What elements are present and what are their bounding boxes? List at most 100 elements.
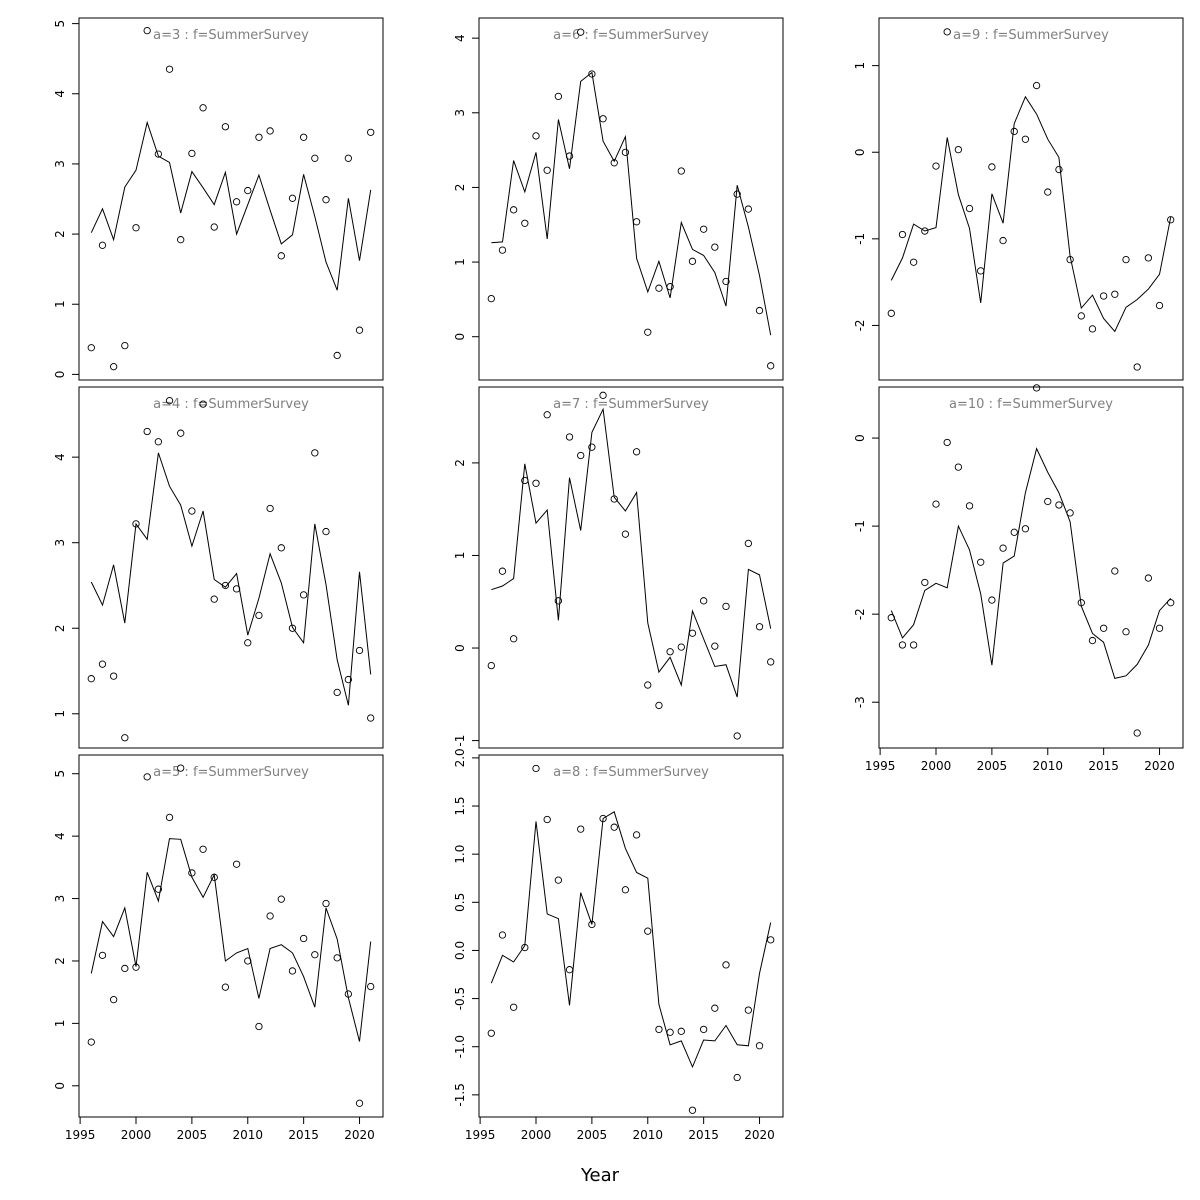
observation-point [1111,567,1119,575]
observation-point [188,149,196,158]
observation-point [177,429,185,437]
observation-point [688,1106,697,1114]
observation-point [1122,255,1130,264]
observation-point [109,672,118,680]
observation-point [543,166,551,174]
panel-2: a=4 : f=SummerSurvey 1 2 3 4 [53,386,384,749]
observation-point [532,479,540,487]
y-tick-label: 2 [53,624,67,632]
observation-point [733,190,741,198]
observation-point [109,363,118,371]
observation-point [632,218,641,226]
observation-point [333,954,341,962]
y-tick-label: 5 [53,770,67,778]
fit-line [890,447,1172,679]
y-tick-label: 4 [53,453,67,461]
y-tick-label: 2 [453,184,467,192]
observation-point [1010,528,1018,536]
observation-point [509,635,518,643]
observation-point [755,623,764,631]
observation-point [232,585,241,593]
observation-point [577,451,585,460]
observation-point [367,128,375,137]
observation-point [932,500,940,508]
observation-point [1021,135,1030,143]
y-tick-label: -1 [853,520,867,532]
observation-point [999,544,1007,552]
observation-point [1032,81,1041,90]
panel-title: a=9 : f=SummerSurvey [953,28,1109,43]
y-tick-label: 1 [53,710,67,718]
x-tick-label: 2015 [1088,759,1119,773]
observation-point [87,675,95,683]
panel-frame [78,386,384,749]
observation-point [266,127,274,135]
observation-point [210,873,218,881]
panel-5: a=7 : f=SummerSurvey -1 0 1 2 [453,386,784,749]
observation-point [232,860,241,868]
observation-point [655,1025,663,1034]
y-tick-label: 3 [53,539,67,547]
panel-title: a=7 : f=SummerSurvey [553,397,709,412]
y-tick-label: 1.0 [453,845,467,864]
observation-point [909,258,918,266]
observation-point [299,133,308,141]
observation-point [699,225,708,233]
observation-point [588,920,596,929]
observation-point [165,65,174,73]
panel-frame [478,754,784,1118]
observation-point [299,591,308,599]
observation-point [644,328,652,336]
observation-point [355,326,364,334]
y-tick-label: 1 [53,300,67,308]
observation-point [755,1042,764,1050]
observation-point [588,70,596,78]
y-tick-label: 0.5 [453,893,467,912]
y-tick-label: -1 [453,735,467,747]
observation-point [666,648,674,656]
observation-point [244,639,252,647]
observation-point [711,642,719,650]
observation-point [487,294,495,303]
observation-point [1055,501,1063,509]
observation-point [498,931,507,939]
observation-point [188,869,196,877]
observation-point [344,675,353,684]
observation-point [132,963,140,971]
observation-point [722,961,730,969]
observation-point [1088,325,1097,333]
observation-point [909,641,918,649]
observation-point [344,154,353,162]
x-tick-label: 2005 [177,1128,208,1142]
observation-point [199,400,207,408]
observation-point [288,194,297,202]
y-tick-label: 1 [53,1020,67,1028]
observation-point [1077,599,1085,607]
observation-point [577,825,585,833]
observation-point [744,1006,753,1014]
y-tick-label: -1.0 [453,1035,467,1058]
x-axis-label: Year [580,1165,620,1186]
x-tick-label: 2005 [977,759,1008,773]
panel-title: a=3 : f=SummerSurvey [153,28,309,43]
observation-point [322,527,330,536]
observation-point [487,661,495,670]
observation-point [532,132,540,140]
observation-point [299,934,308,943]
observation-point [554,597,563,605]
panel-frame [78,17,384,381]
observation-point [688,257,697,265]
observation-point [121,734,129,742]
observation-point [255,133,263,141]
observation-point [277,895,285,903]
observation-point [121,964,129,973]
panel-frame [478,386,784,749]
observation-point [322,196,330,204]
y-tick-label: 4 [53,832,67,840]
observation-point [1133,729,1141,737]
y-tick-label: 2 [53,230,67,238]
observation-point [199,845,207,853]
observation-point [1032,384,1041,392]
y-tick-label: 2 [53,957,67,965]
